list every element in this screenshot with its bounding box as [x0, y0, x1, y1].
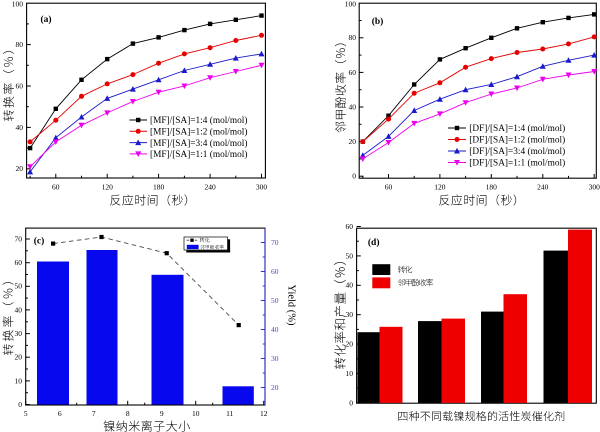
svg-text:10: 10	[346, 369, 354, 378]
svg-text:40: 40	[271, 325, 279, 334]
svg-text:8: 8	[126, 409, 130, 418]
svg-text:[DF]/[SA]=1:1 (mol/mol): [DF]/[SA]=1:1 (mol/mol)	[469, 158, 565, 169]
svg-text:70: 70	[271, 238, 279, 247]
svg-text:11: 11	[226, 409, 233, 418]
svg-text:300: 300	[589, 183, 600, 192]
svg-text:10: 10	[192, 409, 200, 418]
svg-text:60: 60	[385, 183, 393, 192]
svg-text:[DF]/[SA]=1:2 (mol/mol): [DF]/[SA]=1:2 (mol/mol)	[469, 135, 565, 146]
svg-text:40: 40	[349, 102, 357, 111]
svg-text:(a): (a)	[40, 14, 51, 25]
svg-text:[MF]/[SA]=1:1 (mol/mol): [MF]/[SA]=1:1 (mol/mol)	[150, 149, 247, 160]
svg-text:6: 6	[58, 409, 62, 418]
svg-text:20: 20	[15, 353, 23, 362]
svg-text:240: 240	[537, 183, 549, 192]
svg-text:100: 100	[12, 0, 24, 9]
svg-text:30: 30	[271, 354, 279, 363]
svg-text:0: 0	[18, 400, 22, 409]
svg-text:50: 50	[271, 296, 279, 305]
svg-text:50: 50	[346, 251, 354, 260]
svg-text:30: 30	[346, 310, 354, 319]
svg-text:100: 100	[345, 0, 357, 9]
svg-text:40: 40	[346, 281, 354, 290]
svg-text:[DF]/[SA]=1:4 (mol/mol): [DF]/[SA]=1:4 (mol/mol)	[469, 123, 565, 134]
svg-text:60: 60	[52, 183, 60, 192]
svg-text:60: 60	[346, 222, 354, 231]
svg-text:[MF]/[SA]=1:2 (mol/mol): [MF]/[SA]=1:2 (mol/mol)	[150, 127, 247, 138]
svg-text:[MF]/[SA]=1:4 (mol/mol): [MF]/[SA]=1:4 (mol/mol)	[150, 115, 247, 126]
svg-text:0: 0	[349, 398, 353, 407]
svg-text:20: 20	[16, 164, 24, 173]
svg-text:5: 5	[24, 409, 28, 418]
svg-text:40: 40	[15, 305, 23, 314]
svg-text:12: 12	[260, 409, 268, 418]
svg-text:60: 60	[271, 267, 279, 276]
svg-text:80: 80	[349, 33, 357, 42]
svg-text:10: 10	[15, 376, 23, 385]
svg-text:(b): (b)	[372, 16, 384, 27]
svg-text:60: 60	[349, 68, 357, 77]
svg-text:9: 9	[160, 409, 164, 418]
svg-text:20: 20	[271, 383, 279, 392]
svg-text:120: 120	[102, 183, 114, 192]
svg-text:80: 80	[16, 40, 24, 49]
svg-text:(c): (c)	[34, 236, 45, 247]
svg-text:20: 20	[349, 137, 357, 146]
svg-text:40: 40	[16, 123, 24, 132]
svg-text:180: 180	[486, 183, 498, 192]
svg-text:120: 120	[434, 183, 446, 192]
svg-text:60: 60	[15, 258, 23, 267]
svg-text:30: 30	[15, 329, 23, 338]
svg-text:Yield (%): Yield (%)	[286, 284, 297, 326]
svg-text:70: 70	[15, 234, 23, 243]
svg-text:20: 20	[346, 340, 354, 349]
svg-text:180: 180	[153, 183, 165, 192]
svg-text:50: 50	[15, 282, 23, 291]
svg-text:300: 300	[256, 183, 268, 192]
svg-text:0: 0	[352, 172, 356, 181]
svg-text:7: 7	[92, 409, 96, 418]
svg-text:240: 240	[204, 183, 216, 192]
svg-text:(d): (d)	[368, 237, 380, 248]
svg-text:60: 60	[16, 81, 24, 90]
svg-text:[MF]/[SA]=3:4 (mol/mol): [MF]/[SA]=3:4 (mol/mol)	[150, 138, 247, 149]
svg-text:[DF]/[SA]=3:4 (mol/mol): [DF]/[SA]=3:4 (mol/mol)	[469, 146, 565, 157]
